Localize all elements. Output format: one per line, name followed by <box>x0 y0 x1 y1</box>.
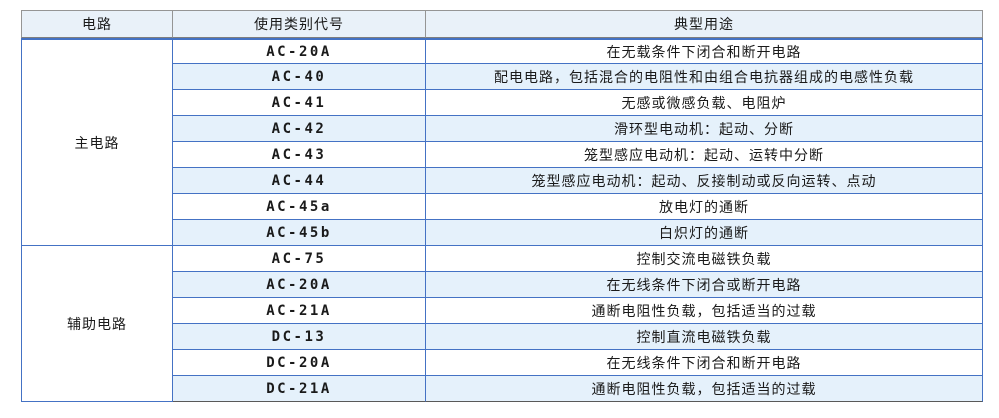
typical-use-cell: 白炽灯的通断 <box>426 220 983 246</box>
typical-use-cell: 笼型感应电动机：起动、运转中分断 <box>426 142 983 168</box>
typical-use-cell: 控制交流电磁铁负载 <box>426 246 983 272</box>
category-code-cell: DC-20A <box>173 350 426 376</box>
usage-category-table: 电路 使用类别代号 典型用途 主电路 AC-20A 在无载条件下闭合和断开电路 AC-… <box>21 10 983 402</box>
typical-use-cell: 笼型感应电动机：起动、反接制动或反向运转、点动 <box>426 168 983 194</box>
category-code-cell: AC-42 <box>173 116 426 142</box>
category-code-cell: AC-20A <box>173 38 426 64</box>
typical-use-cell: 在无线条件下闭合和断开电路 <box>426 350 983 376</box>
typical-use-cell: 通断电阻性负载，包括适当的过载 <box>426 376 983 402</box>
category-code-cell: AC-20A <box>173 272 426 298</box>
category-code-cell: DC-13 <box>173 324 426 350</box>
typical-use-cell: 在无线条件下闭合或断开电路 <box>426 272 983 298</box>
typical-use-cell: 滑环型电动机：起动、分断 <box>426 116 983 142</box>
group-cell-auxiliary-circuit: 辅助电路 <box>21 246 173 402</box>
typical-use-cell: 控制直流电磁铁负载 <box>426 324 983 350</box>
category-code-cell: AC-75 <box>173 246 426 272</box>
column-header-typical-use: 典型用途 <box>426 10 983 38</box>
typical-use-cell: 无感或微感负载、电阻炉 <box>426 90 983 116</box>
category-code-cell: AC-45b <box>173 220 426 246</box>
category-code-cell: AC-45a <box>173 194 426 220</box>
category-code-cell: AC-43 <box>173 142 426 168</box>
typical-use-cell: 在无载条件下闭合和断开电路 <box>426 38 983 64</box>
category-code-cell: AC-21A <box>173 298 426 324</box>
category-code-cell: AC-40 <box>173 64 426 90</box>
category-code-cell: DC-21A <box>173 376 426 402</box>
group-cell-main-circuit: 主电路 <box>21 38 173 246</box>
column-header-category-code: 使用类别代号 <box>173 10 426 38</box>
category-code-cell: AC-44 <box>173 168 426 194</box>
typical-use-cell: 通断电阻性负载，包括适当的过载 <box>426 298 983 324</box>
column-header-circuit: 电路 <box>21 10 173 38</box>
typical-use-cell: 配电电路，包括混合的电阻性和由组合电抗器组成的电感性负载 <box>426 64 983 90</box>
typical-use-cell: 放电灯的通断 <box>426 194 983 220</box>
category-code-cell: AC-41 <box>173 90 426 116</box>
